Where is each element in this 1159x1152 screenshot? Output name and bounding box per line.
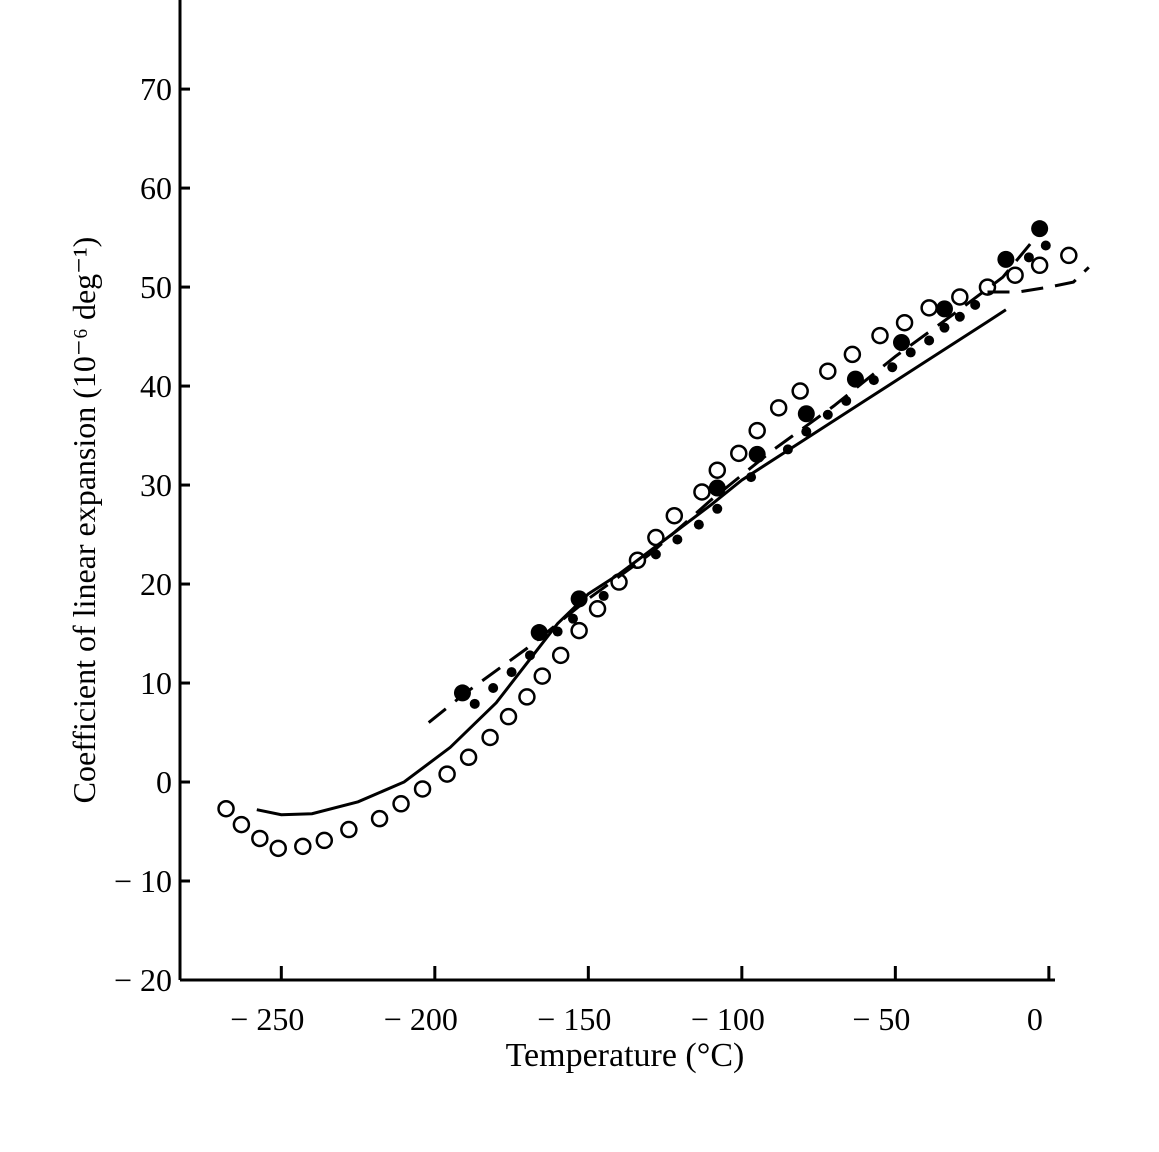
open-circle-point — [871, 326, 889, 345]
open-circle-point — [499, 707, 518, 726]
small-filled-circle-point — [939, 322, 950, 333]
open-circle-point — [340, 820, 358, 839]
open-circle-point — [438, 765, 456, 783]
large-filled-circle-point — [748, 445, 766, 463]
large-filled-circle-point — [892, 334, 910, 352]
dashed-curve — [987, 266, 1090, 294]
small-filled-circle-point — [905, 347, 916, 358]
x-axis-label: Temperature (°C) — [506, 1037, 745, 1074]
open-circle-point — [951, 288, 969, 306]
open-circle-point — [665, 506, 684, 525]
y-tick-label: 30 — [140, 467, 172, 503]
small-filled-circle-point — [469, 698, 480, 709]
y-tick-label: 10 — [140, 665, 172, 701]
small-filled-circle-point — [954, 311, 965, 322]
open-circle-point — [819, 362, 837, 380]
open-circle-point — [269, 839, 287, 858]
y-tick-label: − 10 — [114, 863, 172, 899]
x-tick-label: − 200 — [384, 1001, 458, 1037]
x-tick-label: − 100 — [691, 1001, 765, 1037]
x-tick-label: − 150 — [537, 1001, 611, 1037]
open-circle-point — [843, 345, 862, 364]
axes: 70 60 50 40 30 20 10 0 − 10 − 20 − 250 − 200 − 150 − … — [114, 0, 1055, 1037]
x-tick-label: 0 — [1027, 1001, 1043, 1037]
small-filled-circle-point — [567, 613, 578, 624]
open-circle-point — [251, 829, 269, 848]
small-filled-circle-point — [1023, 252, 1034, 263]
small-filled-circle-point — [822, 409, 833, 420]
open-circle-point — [708, 461, 727, 479]
open-circle-point — [551, 646, 570, 665]
y-tick-label: 20 — [140, 566, 172, 602]
small-filled-circle-point — [693, 519, 704, 530]
large-filled-circle-point — [1031, 220, 1049, 238]
open-circle-point — [1006, 266, 1024, 284]
small-filled-circle-point — [924, 335, 935, 346]
open-circle-point — [748, 421, 766, 440]
small-filled-circle-point — [1040, 240, 1051, 251]
open-circle-point — [315, 831, 334, 850]
dashed-curve — [427, 231, 1041, 724]
x-tick-label: − 50 — [852, 1001, 910, 1037]
small-filled-circle-point — [488, 682, 499, 693]
y-tick-label: 0 — [156, 764, 172, 800]
open-circle-point — [481, 728, 499, 747]
y-tick-label: 40 — [140, 368, 172, 404]
open-circle-point — [533, 667, 552, 685]
open-circle-point — [459, 748, 478, 767]
y-tick-label: − 20 — [114, 962, 172, 998]
open-circle-point — [294, 837, 312, 856]
small-filled-circle-point — [598, 590, 609, 601]
large-filled-circle-point — [935, 300, 953, 318]
y-tick-label: 70 — [140, 71, 172, 107]
open-circle-point — [232, 815, 251, 834]
open-circle-point — [769, 399, 788, 417]
open-circle-point — [791, 382, 809, 400]
open-circle-point — [370, 809, 389, 828]
open-circle-point — [895, 313, 914, 332]
x-tick-label: − 250 — [230, 1001, 304, 1037]
open-circle-point — [1060, 246, 1078, 265]
small-filled-circle-point — [712, 503, 723, 514]
solid-curve — [256, 308, 1007, 817]
open-circle-point — [920, 299, 938, 317]
y-tick-label: 60 — [140, 170, 172, 206]
open-circle-point — [413, 780, 432, 798]
open-circle-point — [1030, 256, 1049, 275]
open-circle-point — [217, 799, 235, 818]
large-filled-circle-point — [997, 250, 1015, 268]
small-filled-circle-point — [970, 299, 981, 310]
open-circle-point — [730, 444, 748, 463]
large-filled-circle-point — [708, 479, 726, 497]
small-filled-circle-point — [672, 534, 683, 545]
large-filled-circle-point — [570, 590, 588, 608]
open-circle-point — [392, 795, 410, 813]
open-circle-point — [588, 600, 607, 618]
y-axis-label: Coefficient of linear expansion (10⁻⁶ de… — [66, 237, 102, 804]
open-circle-point — [518, 688, 536, 706]
small-filled-circle-point — [506, 667, 517, 678]
y-tick-label: 50 — [140, 269, 172, 305]
plot-area — [217, 220, 1090, 858]
open-circle-point — [570, 621, 588, 640]
large-filled-circle-point — [797, 405, 815, 423]
open-circle-point — [693, 483, 711, 501]
small-filled-circle-point — [887, 362, 898, 373]
